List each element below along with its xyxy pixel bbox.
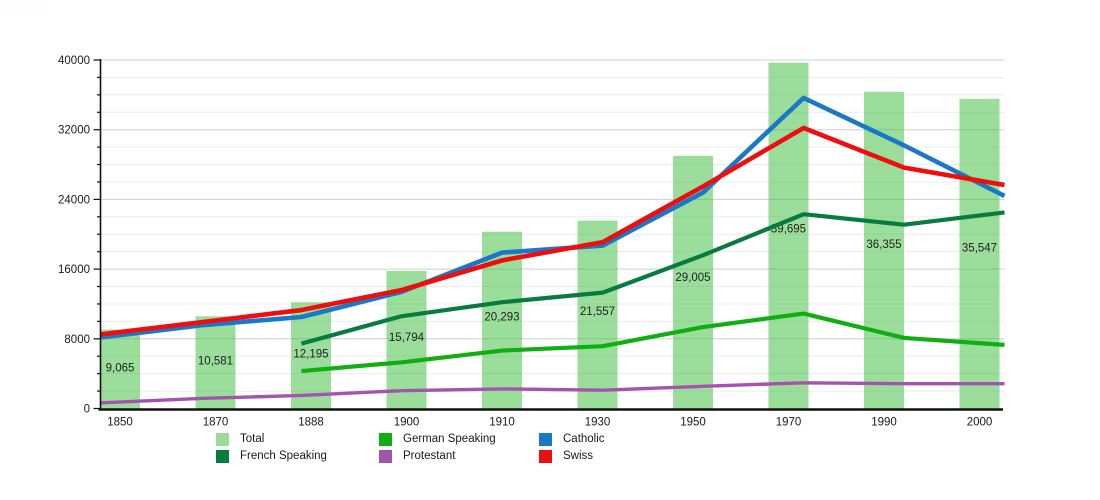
legend-label-protestant: Protestant xyxy=(403,450,456,462)
total-bar xyxy=(768,62,809,409)
bar-value-labels: 9,065 10,581 12,195 15,794 20,293 21,557 29,00… xyxy=(106,224,997,375)
bar-value-label: 39,695 xyxy=(771,224,806,236)
total-bar xyxy=(577,220,618,409)
german-speaking-swatch-icon xyxy=(379,433,392,446)
legend-label-total: Total xyxy=(240,433,265,445)
x-tick-label: 1930 xyxy=(585,417,611,429)
bar-value-label: 36,355 xyxy=(866,239,901,251)
x-tick-label: 1900 xyxy=(394,417,420,429)
series-line-swiss xyxy=(100,125,1005,337)
legend-label-swiss: Swiss xyxy=(563,450,594,462)
axes xyxy=(93,59,1003,411)
bar-value-label: 12,195 xyxy=(293,348,328,360)
series-line-french-speaking xyxy=(300,210,1005,346)
legend-label-catholic: Catholic xyxy=(563,433,605,445)
y-tick-label: 0 xyxy=(84,404,90,416)
swiss-swatch-icon xyxy=(539,450,552,463)
bar-value-label: 20,293 xyxy=(484,312,519,324)
series-line-german-speaking xyxy=(301,311,1005,374)
x-tick-label: 1970 xyxy=(776,417,802,429)
legend-item-catholic: Catholic xyxy=(539,433,739,446)
total-swatch-icon xyxy=(216,433,229,446)
protestant-swatch-icon xyxy=(379,450,392,463)
chart-legend: Total German Speaking Catholic French Sp… xyxy=(216,433,739,463)
x-tick-label: 1870 xyxy=(203,417,229,429)
series-line-protestant xyxy=(100,381,1005,405)
french-speaking-swatch-icon xyxy=(216,450,229,463)
legend-item-german-speaking: German Speaking xyxy=(379,433,539,446)
total-bar xyxy=(959,98,1000,409)
bar-value-label: 10,581 xyxy=(198,356,233,368)
bar-value-label: 21,557 xyxy=(580,306,615,318)
y-tick-label: 40000 xyxy=(58,55,90,67)
bar-value-label: 29,005 xyxy=(675,272,710,284)
legend-item-swiss: Swiss xyxy=(539,450,739,463)
y-tick-label: 24000 xyxy=(58,194,90,206)
bar-value-label: 35,547 xyxy=(962,242,997,254)
corner-artifact xyxy=(0,0,45,17)
x-tick-label: 1950 xyxy=(680,417,706,429)
catholic-swatch-icon xyxy=(539,433,552,446)
bar-value-label: 15,794 xyxy=(389,332,425,344)
y-axis-labels: 0 8000 16000 24000 32000 40000 xyxy=(58,55,90,416)
bar-value-label: 9,065 xyxy=(106,362,135,374)
y-tick-label: 16000 xyxy=(58,264,90,276)
legend-label-german-speaking: German Speaking xyxy=(403,433,496,445)
total-bar xyxy=(195,316,236,409)
legend-item-protestant: Protestant xyxy=(379,450,539,463)
x-axis-labels: 1850 1870 1888 1900 1910 1930 1950 1970 1990 2000 xyxy=(107,417,992,429)
legend-label-french-speaking: French Speaking xyxy=(240,450,327,462)
x-tick-label: 1910 xyxy=(489,417,515,429)
y-tick-label: 8000 xyxy=(64,334,90,346)
legend-item-french-speaking: French Speaking xyxy=(216,450,379,463)
total-bar xyxy=(100,329,140,409)
y-tick-label: 32000 xyxy=(58,125,90,137)
legend-item-total: Total xyxy=(216,433,379,446)
x-tick-label: 1990 xyxy=(871,417,897,429)
total-bar xyxy=(291,302,331,409)
x-tick-label: 2000 xyxy=(967,417,993,429)
x-tick-label: 1888 xyxy=(298,417,324,429)
x-tick-label: 1850 xyxy=(107,417,133,429)
